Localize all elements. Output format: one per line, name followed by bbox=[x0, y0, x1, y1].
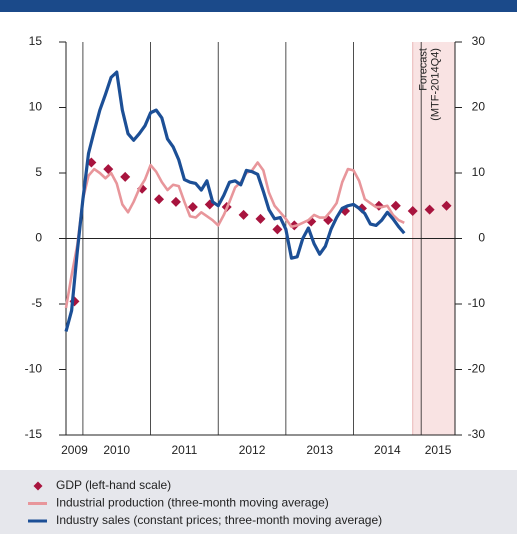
y2-tick-label: 0 bbox=[478, 231, 485, 245]
legend-label: Industrial production (three-month movin… bbox=[56, 496, 329, 510]
forecast-label: Forecast bbox=[418, 48, 430, 91]
y-tick-label: 10 bbox=[29, 100, 43, 114]
gdp-point bbox=[390, 200, 401, 211]
gdp-point bbox=[356, 203, 367, 214]
gdp-point bbox=[272, 224, 283, 235]
series-line bbox=[64, 161, 405, 309]
title-bar bbox=[0, 0, 517, 12]
gdp-point bbox=[103, 164, 114, 175]
gdp-point bbox=[424, 204, 435, 215]
gdp-point bbox=[255, 213, 266, 224]
forecast-label: (MTF-2014Q4) bbox=[430, 48, 442, 121]
x-tick-label: 2014 bbox=[374, 443, 401, 457]
y2-tick-label: 30 bbox=[472, 34, 486, 48]
legend-background bbox=[0, 470, 517, 534]
x-tick-label: 2011 bbox=[171, 443, 197, 457]
legend-symbol bbox=[33, 481, 43, 491]
gdp-point bbox=[154, 194, 165, 205]
y2-tick-label: -20 bbox=[468, 362, 486, 376]
series-line bbox=[64, 70, 406, 332]
x-tick-label: 2013 bbox=[306, 443, 333, 457]
x-tick-label: 2015 bbox=[425, 443, 452, 457]
y-tick-label: -5 bbox=[31, 296, 42, 310]
y2-tick-label: -30 bbox=[468, 427, 486, 441]
y-tick-label: -15 bbox=[25, 427, 43, 441]
y2-tick-label: 10 bbox=[472, 165, 486, 179]
y2-tick-label: -10 bbox=[468, 296, 486, 310]
gdp-point bbox=[170, 196, 181, 207]
y-tick-label: -10 bbox=[25, 362, 43, 376]
y-tick-label: 0 bbox=[35, 231, 42, 245]
x-tick-label: 2012 bbox=[239, 443, 266, 457]
x-tick-label: 2009 bbox=[61, 443, 88, 457]
legend-label: GDP (left-hand scale) bbox=[56, 478, 171, 492]
legend-label: Industry sales (constant prices; three-m… bbox=[56, 513, 382, 527]
gdp-point bbox=[407, 205, 418, 216]
y-tick-label: 5 bbox=[35, 165, 42, 179]
y-tick-label: 15 bbox=[29, 34, 43, 48]
gdp-point bbox=[238, 209, 249, 220]
gdp-point bbox=[187, 202, 198, 213]
gdp-point bbox=[441, 200, 452, 211]
gdp-point bbox=[120, 171, 131, 182]
y2-tick-label: 20 bbox=[472, 100, 486, 114]
x-tick-label: 2010 bbox=[103, 443, 130, 457]
